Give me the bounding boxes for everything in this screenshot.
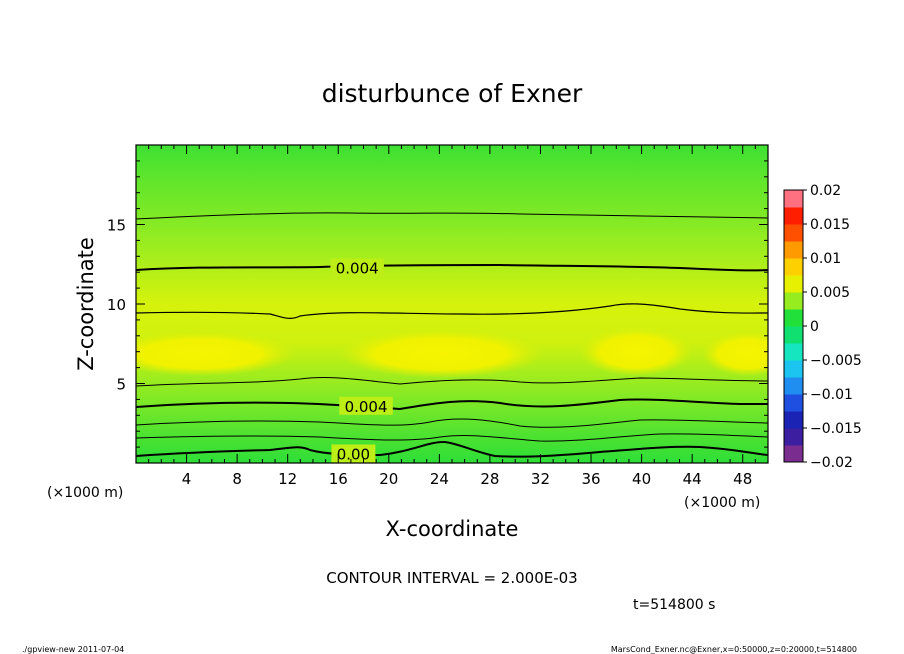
x-tick-label: 28 [480,470,499,488]
colorbar-segment [784,445,803,463]
colorbar-tick-label: 0.015 [810,217,850,233]
x-unit-right: (×1000 m) [684,495,760,511]
colorbar-tick-label: 0 [810,319,819,335]
colorbar-segment [784,326,803,344]
colorbar-segment [784,207,803,225]
x-axis: 4 8 12 16 20 24 28 32 36 40 44 48 [148,145,756,488]
yellow-blob-1 [136,332,295,376]
y-axis: 5 10 15 [107,160,768,448]
contour-line-upper-thin [136,212,768,220]
colorbar-tick-label: −0.02 [810,455,853,471]
colorbar-segment [784,258,803,276]
x-axis-label: X-coordinate [386,517,519,541]
colorbar-segment [784,360,803,378]
colorbar-tick-label: −0.015 [810,421,862,437]
colorbar-segment [784,241,803,259]
contour-field [136,145,768,463]
y-tick-label: 10 [107,296,126,314]
colorbar-tick-label: 0.01 [810,251,841,267]
contour-label: 0.00 [337,445,370,463]
x-tick-label: 24 [430,470,449,488]
yellow-blob-2 [339,330,543,378]
contour-label: 0.004 [345,398,388,416]
x-tick-label: 8 [232,470,242,488]
colorbar-segment [784,224,803,242]
colorbar-segment [784,309,803,327]
colorbar-segment [784,190,803,208]
contour-label-background [330,258,384,277]
contour-interval-text: CONTOUR INTERVAL = 2.000E-03 [326,569,577,587]
contour-labels: 0.004 0.004 0.00 [330,258,393,463]
chart-title: disturbunce of Exner [322,79,583,108]
contour-line-lower-thin-3 [136,433,768,442]
x-tick-label: 4 [182,470,192,488]
colorbar-tick-label: −0.005 [810,353,862,369]
plot-area: 0.004 0.004 0.00 [136,145,768,463]
contour-label: 0.004 [336,259,379,277]
contour-line-lower-thin-1 [136,377,768,387]
footer-left: ./gpview-new 2011-07-04 [22,645,124,654]
contour-line-lower-thick [136,398,768,411]
x-tick-label: 48 [733,470,752,488]
contour-lines [136,212,768,458]
x-tick-label: 40 [632,470,651,488]
contour-line-lower-thin-2 [136,418,768,428]
y-tick-label: 5 [116,376,126,394]
colorbar-segment [784,275,803,293]
contour-line-upper-thick [136,263,768,272]
y-tick-label: 15 [107,217,126,235]
colorbar-segment [784,292,803,310]
colorbar-tick-label: 0.005 [810,285,850,301]
yellow-blob-4 [702,332,768,376]
colorbar-tick-label: 0.02 [810,183,841,199]
colorbar-segment [784,428,803,446]
colorbar: 0.02 0.015 0.01 0.005 0 −0.005 −0.01 −0.015 −0.0… [783,183,862,471]
x-tick-label: 36 [581,470,600,488]
x-tick-label: 20 [379,470,398,488]
colorbar-tick-label: −0.01 [810,387,853,403]
yellow-blob-3 [580,328,692,376]
contour-label-background [331,444,376,463]
time-text: t=514800 s [633,597,715,613]
x-tick-label: 12 [278,470,297,488]
colorbar-segment [784,377,803,395]
x-tick-label: 32 [531,470,550,488]
contour-label-background [339,396,393,415]
colorbar-segment [784,343,803,361]
x-tick-label: 44 [683,470,702,488]
colorbar-segment [784,411,803,429]
colorbar-segment [784,394,803,412]
contour-line-mid [136,303,768,319]
yellow-maxima [136,328,768,378]
x-tick-label: 16 [329,470,348,488]
y-axis-label: Z-coordinate [74,237,98,371]
contour-line-zero [136,440,768,458]
footer-right: MarsCond_Exner.nc@Exner,x=0:50000,z=0:20… [611,645,857,654]
x-unit-left: (×1000 m) [47,485,123,501]
